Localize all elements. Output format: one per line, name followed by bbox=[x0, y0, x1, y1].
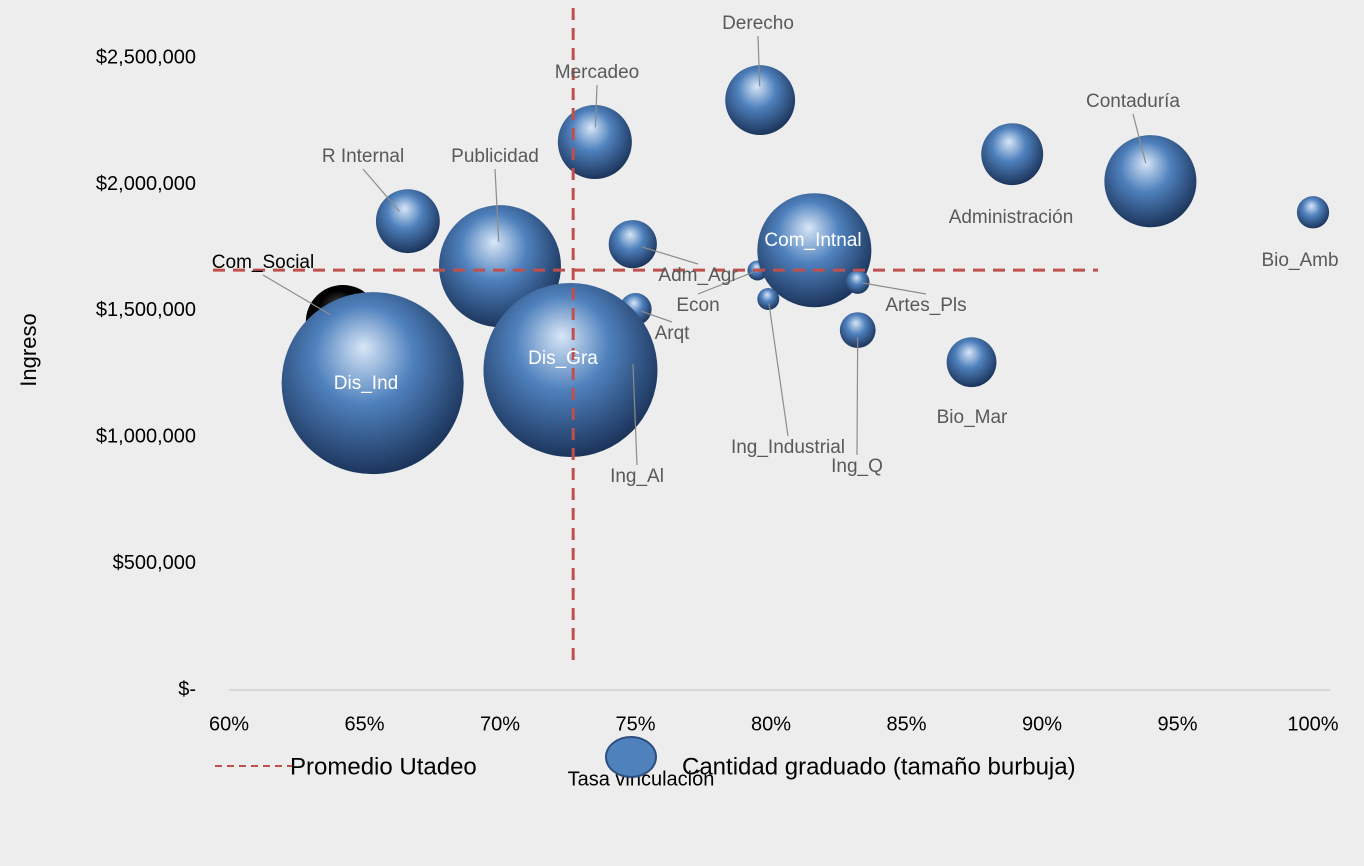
bubble-label: Mercadeo bbox=[555, 62, 640, 83]
bubble-label: Ing_Q bbox=[831, 456, 883, 477]
legend-bubble-label: Cantidad graduado (tamaño burbuja) bbox=[682, 753, 1076, 780]
bubble-label: Derecho bbox=[722, 13, 794, 34]
y-tick-label: $500,000 bbox=[113, 552, 196, 574]
x-tick-label: 90% bbox=[1022, 713, 1062, 735]
bubble-label: Publicidad bbox=[451, 146, 539, 167]
legend-average-label: Promedio Utadeo bbox=[290, 753, 477, 780]
leader-line bbox=[1132, 113, 1147, 164]
leader-line bbox=[594, 84, 598, 128]
bubble bbox=[845, 270, 870, 294]
bubble bbox=[757, 193, 872, 308]
bubble bbox=[608, 220, 657, 269]
bubble bbox=[281, 292, 464, 475]
bubble bbox=[946, 337, 997, 388]
x-tick-label: 95% bbox=[1157, 713, 1197, 735]
bubble-label: Dis_Ind bbox=[334, 373, 398, 394]
y-tick-label: $1,000,000 bbox=[96, 426, 196, 448]
x-axis-label: Tasa vinculación bbox=[568, 768, 715, 790]
bubble bbox=[757, 288, 780, 310]
y-tick-label: $- bbox=[178, 678, 196, 700]
leader-line bbox=[494, 168, 500, 242]
bubble-label: Econ bbox=[676, 295, 719, 316]
bubble-label: Artes_Pls bbox=[885, 295, 966, 316]
leader-line bbox=[697, 271, 754, 295]
leader-line bbox=[757, 35, 761, 87]
leader-line bbox=[768, 303, 789, 437]
bubble bbox=[1296, 196, 1330, 229]
bubble-label: Dis_Gra bbox=[528, 348, 598, 369]
bubble-label: Contaduría bbox=[1086, 91, 1180, 112]
y-tick-label: $2,500,000 bbox=[96, 46, 196, 68]
bubble bbox=[725, 65, 796, 136]
x-tick-label: 60% bbox=[209, 713, 249, 735]
leader-line bbox=[862, 282, 927, 295]
bubble-label: Arqt bbox=[655, 323, 691, 344]
bubble-label: Com_Social bbox=[212, 252, 314, 273]
leader-line bbox=[641, 310, 673, 323]
bubble bbox=[483, 283, 658, 458]
y-axis-label: Ingreso bbox=[16, 313, 41, 386]
bubble-label: R Internal bbox=[322, 146, 404, 167]
bubble-label: Bio_Amb bbox=[1261, 250, 1338, 271]
leader-line bbox=[632, 364, 638, 466]
x-tick-label: 100% bbox=[1287, 713, 1338, 735]
bubble bbox=[557, 105, 632, 180]
bubble bbox=[1104, 135, 1197, 228]
bubble bbox=[375, 189, 440, 254]
leader-line bbox=[641, 246, 699, 265]
bubble-label: Administración bbox=[949, 207, 1074, 228]
bubble-label: Ing_Industrial bbox=[731, 437, 845, 458]
bubble-label: Bio_Mar bbox=[937, 407, 1008, 428]
legend-bubble-swatch bbox=[605, 736, 657, 778]
leader-line bbox=[856, 337, 859, 456]
x-tick-label: 85% bbox=[886, 713, 926, 735]
bubble-label: Com_Intnal bbox=[764, 230, 861, 251]
leader-line bbox=[262, 274, 331, 316]
leader-line bbox=[362, 168, 400, 212]
y-tick-label: $1,500,000 bbox=[96, 299, 196, 321]
bubble bbox=[839, 312, 876, 348]
x-tick-label: 75% bbox=[615, 713, 655, 735]
bubble-label: Adm_Agr bbox=[658, 265, 738, 286]
y-tick-label: $2,000,000 bbox=[96, 173, 196, 195]
x-tick-label: 65% bbox=[344, 713, 384, 735]
bubble bbox=[981, 123, 1044, 186]
bubble-label: Ing_Al bbox=[610, 466, 664, 487]
x-tick-label: 80% bbox=[751, 713, 791, 735]
x-tick-label: 70% bbox=[480, 713, 520, 735]
